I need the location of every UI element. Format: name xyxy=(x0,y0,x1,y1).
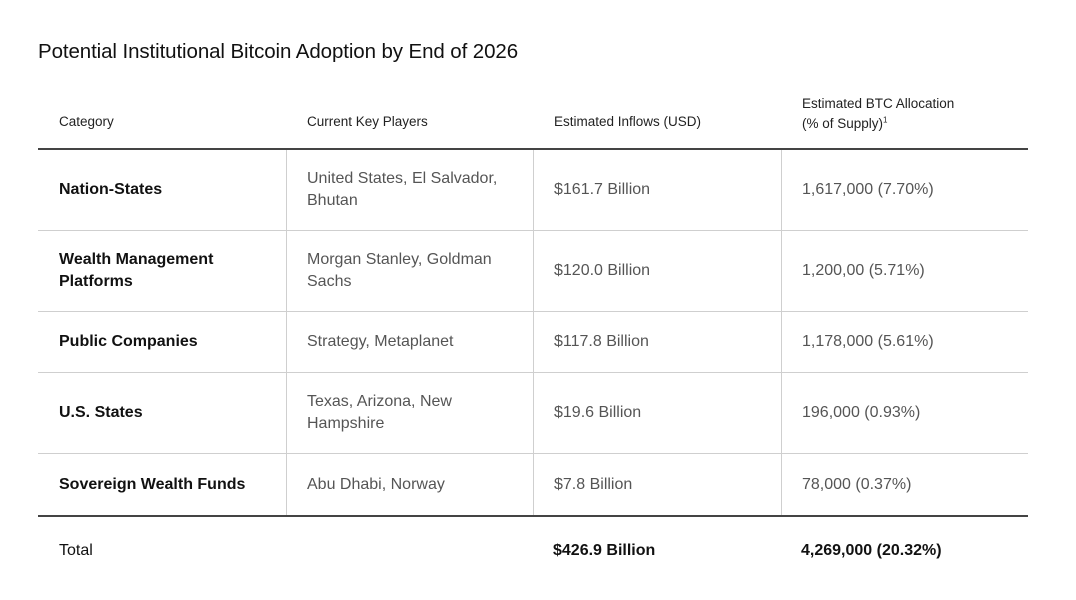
players-cell: Strategy, Metaplanet xyxy=(286,312,533,372)
total-allocation: 4,269,000 (20.32%) xyxy=(801,542,942,559)
table-row: Sovereign Wealth Funds Abu Dhabi, Norway… xyxy=(38,454,1028,515)
category-cell: Nation-States xyxy=(59,181,163,198)
table-row: Nation-States United States, El Salvador… xyxy=(38,150,1028,231)
page-title: Potential Institutional Bitcoin Adoption… xyxy=(38,40,519,63)
category-cell: Wealth Management Platforms xyxy=(59,251,214,290)
allocation-cell: 1,200,00 (5.71%) xyxy=(781,231,1028,311)
header-allocation-line2: (% of Supply) xyxy=(802,116,884,131)
table-row: Wealth Management Platforms Morgan Stanl… xyxy=(38,231,1028,312)
allocation-cell: 1,178,000 (5.61%) xyxy=(781,312,1028,372)
inflows-cell: $120.0 Billion xyxy=(533,231,781,311)
header-category: Category xyxy=(59,114,114,129)
header-allocation: Estimated BTC Allocation (% of Supply)1 xyxy=(781,94,1028,148)
inflows-cell: $117.8 Billion xyxy=(533,312,781,372)
total-row: Total $426.9 Billion 4,269,000 (20.32%) xyxy=(38,517,1028,585)
inflows-cell: $161.7 Billion xyxy=(533,150,781,230)
inflows-cell: $7.8 Billion xyxy=(533,454,781,515)
header-inflows: Estimated Inflows (USD) xyxy=(554,114,702,129)
category-cell: U.S. States xyxy=(59,404,143,421)
allocation-cell: 196,000 (0.93%) xyxy=(781,373,1028,453)
allocation-cell: 1,617,000 (7.70%) xyxy=(781,150,1028,230)
inflows-cell: $19.6 Billion xyxy=(533,373,781,453)
players-cell: Morgan Stanley, Goldman Sachs xyxy=(286,231,533,311)
table-body: Nation-States United States, El Salvador… xyxy=(38,148,1028,517)
category-cell: Public Companies xyxy=(59,333,198,350)
total-inflows: $426.9 Billion xyxy=(553,542,656,559)
footnote-marker: 1 xyxy=(883,115,888,125)
players-cell: Abu Dhabi, Norway xyxy=(286,454,533,515)
table-row: Public Companies Strategy, Metaplanet $1… xyxy=(38,312,1028,373)
category-cell: Sovereign Wealth Funds xyxy=(59,475,246,493)
table-row: U.S. States Texas, Arizona, New Hampshir… xyxy=(38,373,1028,454)
table-header: Category Current Key Players Estimated I… xyxy=(38,88,1028,148)
total-label: Total xyxy=(59,542,93,559)
header-allocation-line1: Estimated BTC Allocation xyxy=(802,96,955,111)
header-key-players: Current Key Players xyxy=(307,114,428,129)
players-cell: United States, El Salvador, Bhutan xyxy=(286,150,533,230)
adoption-table: Category Current Key Players Estimated I… xyxy=(38,88,1028,585)
allocation-cell: 78,000 (0.37%) xyxy=(781,454,1028,515)
players-cell: Texas, Arizona, New Hampshire xyxy=(286,373,533,453)
